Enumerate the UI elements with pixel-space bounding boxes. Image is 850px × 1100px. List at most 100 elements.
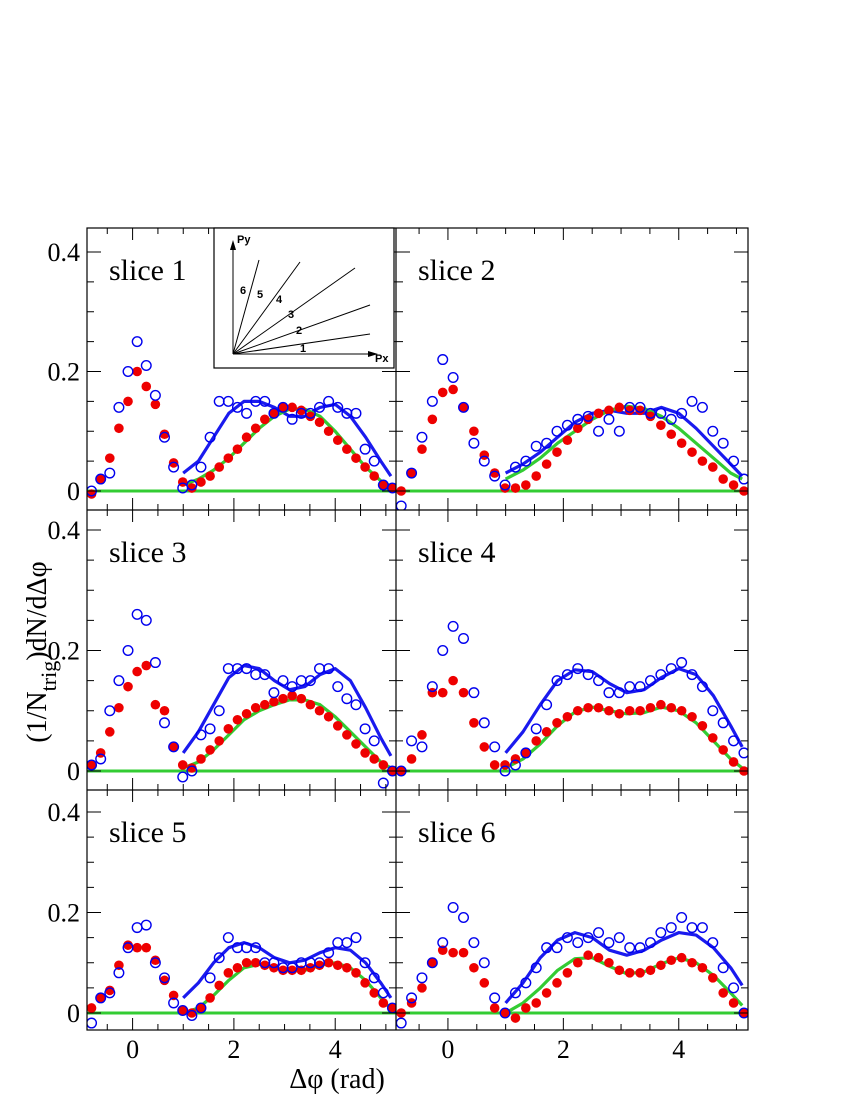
open-marker <box>644 937 656 949</box>
ticks <box>396 510 748 790</box>
open-marker <box>286 962 298 974</box>
open-marker <box>551 425 563 437</box>
open-marker <box>551 942 563 954</box>
filled-marker <box>541 727 552 737</box>
open-marker <box>149 657 161 669</box>
open-marker <box>186 479 198 491</box>
open-marker <box>520 747 532 759</box>
x-tick-label: 0 <box>441 1035 454 1064</box>
open-marker <box>644 407 656 419</box>
filled-marker <box>187 763 197 773</box>
open-marker <box>717 437 729 449</box>
open-marker <box>717 717 729 729</box>
open-marker <box>131 336 143 348</box>
open-marker <box>140 360 152 372</box>
open-marker <box>168 461 180 473</box>
open-marker <box>396 500 407 510</box>
open-marker <box>707 937 719 949</box>
x-tick-label: 0 <box>126 1035 139 1064</box>
open-marker <box>530 440 542 452</box>
filled-marker <box>369 471 380 481</box>
y-axis-title: (1/Ntrig)dN/dΔφ <box>22 561 61 742</box>
y-tick-label: 0 <box>67 757 80 786</box>
filled-marker <box>614 402 625 413</box>
open-marker <box>222 932 234 944</box>
open-marker <box>665 922 677 934</box>
open-marker <box>304 407 316 419</box>
filled-marker <box>241 708 252 719</box>
filled-marker <box>250 702 261 713</box>
open-marker <box>603 937 615 949</box>
filled-marker <box>104 453 115 463</box>
filled-marker <box>635 968 645 978</box>
open-marker <box>204 972 216 984</box>
ticks <box>87 510 396 790</box>
filled-marker <box>417 444 427 454</box>
blue-fit-curve <box>182 399 393 477</box>
filled-marker <box>223 968 234 978</box>
open-marker <box>416 741 428 753</box>
filled-marker <box>196 754 206 764</box>
open-marker <box>489 992 501 1004</box>
filled-marker <box>645 702 656 713</box>
plot-area <box>87 336 396 499</box>
chart-frame <box>86 227 749 1031</box>
panel-label: slice 5 <box>109 816 186 849</box>
panel-label: slice 6 <box>418 816 495 849</box>
filled-marker <box>123 681 133 692</box>
filled-marker <box>323 426 334 437</box>
filled-marker <box>645 411 656 422</box>
filled-marker <box>287 690 297 701</box>
open-marker <box>509 759 521 771</box>
open-marker <box>195 461 207 473</box>
filled-marker <box>269 696 279 707</box>
filled-marker <box>708 733 718 743</box>
filled-marker <box>387 1003 396 1013</box>
filled-marker <box>718 988 728 998</box>
inset-ray-label-1: 1 <box>300 343 306 355</box>
filled-marker <box>458 947 469 958</box>
filled-marker <box>687 711 697 722</box>
open-marker <box>613 932 625 944</box>
inset-ray-1 <box>232 333 371 355</box>
open-marker <box>489 470 501 482</box>
open-marker <box>624 401 636 413</box>
open-marker <box>665 413 677 425</box>
open-marker <box>541 437 553 449</box>
open-marker <box>195 729 207 741</box>
panel-label: slice 3 <box>109 536 186 569</box>
open-marker <box>140 614 152 626</box>
open-marker <box>644 675 656 687</box>
open-marker <box>634 681 646 693</box>
filled-marker <box>141 381 152 392</box>
open-marker <box>341 937 353 949</box>
filled-marker <box>500 483 510 493</box>
panel-2: slice 2 <box>396 228 748 510</box>
open-marker <box>478 455 490 467</box>
filled-marker <box>728 757 739 767</box>
open-marker <box>561 419 573 431</box>
filled-marker <box>287 402 297 413</box>
filled-marker <box>635 705 645 716</box>
filled-marker <box>205 745 215 755</box>
open-marker <box>131 922 143 934</box>
open-marker <box>377 777 389 789</box>
filled-marker <box>531 471 542 481</box>
open-marker <box>195 1002 207 1014</box>
open-marker <box>676 407 688 419</box>
ticks <box>396 228 748 510</box>
open-marker <box>738 747 748 759</box>
filled-marker <box>624 968 635 978</box>
filled-marker <box>214 736 225 746</box>
filled-marker <box>132 666 142 677</box>
filled-marker <box>177 477 188 487</box>
x-tick-label: 2 <box>557 1035 570 1064</box>
filled-marker <box>479 450 490 460</box>
filled-marker <box>150 699 161 710</box>
filled-marker <box>187 483 197 493</box>
filled-marker <box>369 988 380 998</box>
open-marker <box>368 455 380 467</box>
filled-marker <box>458 402 469 413</box>
ticks <box>396 790 748 1030</box>
